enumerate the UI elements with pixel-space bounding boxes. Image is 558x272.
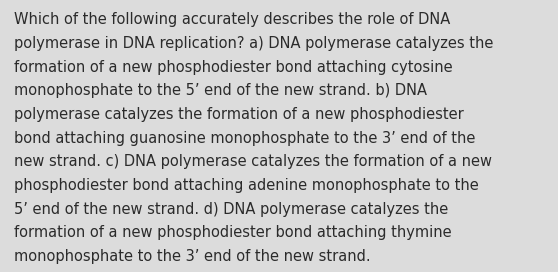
Text: polymerase catalyzes the formation of a new phosphodiester: polymerase catalyzes the formation of a …: [14, 107, 464, 122]
Text: phosphodiester bond attaching adenine monophosphate to the: phosphodiester bond attaching adenine mo…: [14, 178, 479, 193]
Text: 5’ end of the new strand. d) DNA polymerase catalyzes the: 5’ end of the new strand. d) DNA polymer…: [14, 202, 448, 217]
Text: monophosphate to the 5’ end of the new strand. b) DNA: monophosphate to the 5’ end of the new s…: [14, 83, 427, 98]
Text: polymerase in DNA replication? a) DNA polymerase catalyzes the: polymerase in DNA replication? a) DNA po…: [14, 36, 493, 51]
Text: formation of a new phosphodiester bond attaching thymine: formation of a new phosphodiester bond a…: [14, 225, 451, 240]
Text: Which of the following accurately describes the role of DNA: Which of the following accurately descri…: [14, 12, 450, 27]
Text: new strand. c) DNA polymerase catalyzes the formation of a new: new strand. c) DNA polymerase catalyzes …: [14, 154, 492, 169]
Text: formation of a new phosphodiester bond attaching cytosine: formation of a new phosphodiester bond a…: [14, 60, 453, 75]
Text: monophosphate to the 3’ end of the new strand.: monophosphate to the 3’ end of the new s…: [14, 249, 371, 264]
Text: bond attaching guanosine monophosphate to the 3’ end of the: bond attaching guanosine monophosphate t…: [14, 131, 475, 146]
